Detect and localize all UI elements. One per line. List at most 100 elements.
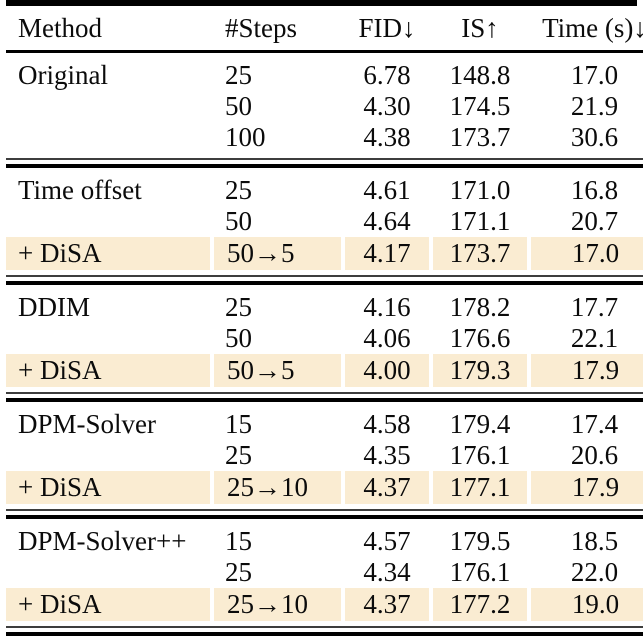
table-row: 100 4.38 173.7 30.6 [6, 122, 643, 153]
table-row-disa-highlight: + DiSA 25→10 4.37 177.2 19.0 [6, 588, 643, 621]
double-rule [6, 158, 643, 168]
double-rule [6, 509, 643, 519]
cell-ddim-r2-c0: + DiSA [6, 354, 212, 387]
double-rule [6, 275, 643, 285]
table-row-disa-highlight: + DiSA 25→10 4.37 177.1 17.9 [6, 471, 643, 504]
cell-dpm-solver-r0-c2: 4.58 [363, 409, 411, 439]
cell-dpm-solver-pp-r2-c3: 177.2 [429, 588, 529, 621]
cell-ddim-r0-c0: DDIM [18, 292, 90, 322]
cell-ddim-r1-c3: 176.6 [449, 323, 511, 353]
header-row: Method #Steps FID↓ IS↑ Time (s)↓ [6, 6, 643, 53]
cell-dpm-solver-r0-c4: 17.4 [570, 409, 619, 439]
column-header-fid: FID↓ [343, 6, 431, 53]
cell-ddim-r1-c2: 4.06 [363, 323, 411, 353]
table-row-disa-highlight: + DiSA 50→5 4.00 179.3 17.9 [6, 354, 643, 387]
cell-time-offset-r1-c4: 20.7 [570, 206, 619, 236]
double-rule [6, 626, 643, 636]
cell-dpm-solver-r1-c3: 176.1 [449, 440, 511, 470]
cell-original-r0-c0: Original [18, 60, 108, 90]
cell-dpm-solver-r0-c3: 179.4 [449, 409, 511, 439]
cell-time-offset-r0-c0: Time offset [18, 175, 142, 205]
cell-dpm-solver-pp-r1-c0 [6, 557, 212, 588]
cell-time-offset-r2-c3: 173.7 [429, 237, 529, 270]
cell-original-r2-c3: 173.7 [449, 122, 511, 152]
cell-time-offset-r0-c4: 16.8 [570, 175, 619, 205]
cell-dpm-solver-pp-r2-c0: + DiSA [6, 588, 212, 621]
cell-dpm-solver-pp-r0-c2: 4.57 [363, 526, 411, 556]
cell-original-r1-c2: 4.30 [363, 91, 411, 121]
section-separator-row [6, 504, 643, 519]
table-row: Time offset 25 4.61 171.0 16.8 [6, 168, 643, 206]
cell-original-r0-c1: 25 [225, 60, 252, 90]
table-row: 50 4.64 171.1 20.7 [6, 206, 643, 237]
cell-ddim-r0-c1: 25 [225, 292, 252, 322]
cell-dpm-solver-pp-r1-c1: 25 [225, 557, 252, 587]
cell-dpm-solver-r2-c3: 177.1 [429, 471, 529, 504]
table-top-rule [6, 0, 637, 6]
cell-ddim-r2-c1: 50→5 [210, 354, 343, 387]
table-row: DDIM 25 4.16 178.2 17.7 [6, 285, 643, 323]
section-separator-row [6, 270, 643, 285]
cell-ddim-r1-c1: 50 [225, 323, 252, 353]
cell-original-r1-c3: 174.5 [449, 91, 511, 121]
cell-dpm-solver-pp-r1-c4: 22.0 [570, 557, 619, 587]
cell-dpm-solver-pp-r0-c0: DPM-Solver++ [18, 526, 187, 556]
table-row: 25 4.34 176.1 22.0 [6, 557, 643, 588]
cell-dpm-solver-pp-r0-c1: 15 [225, 526, 252, 556]
cell-original-r1-c4: 21.9 [570, 91, 619, 121]
cell-dpm-solver-r2-c1: 25→10 [210, 471, 343, 504]
benchmark-results-table: Method #Steps FID↓ IS↑ Time (s)↓ Original 25 6… [6, 6, 643, 636]
cell-time-offset-r0-c3: 171.0 [449, 175, 511, 205]
column-header-times: Time (s)↓ [529, 6, 643, 53]
cell-ddim-r2-c3: 179.3 [429, 354, 529, 387]
cell-time-offset-r2-c2: 4.17 [341, 237, 431, 270]
cell-time-offset-r1-c3: 171.1 [449, 206, 511, 236]
table-row: Original 25 6.78 148.8 17.0 [6, 52, 643, 92]
cell-ddim-r1-c4: 22.1 [570, 323, 619, 353]
cell-dpm-solver-pp-r1-c2: 4.34 [363, 557, 411, 587]
cell-dpm-solver-pp-r2-c1: 25→10 [210, 588, 343, 621]
cell-dpm-solver-r1-c2: 4.35 [363, 440, 411, 470]
cell-dpm-solver-pp-r2-c2: 4.37 [341, 588, 431, 621]
cell-original-r2-c2: 4.38 [363, 122, 411, 152]
cell-dpm-solver-r2-c0: + DiSA [6, 471, 212, 504]
cell-dpm-solver-pp-r1-c3: 176.1 [449, 557, 511, 587]
cell-dpm-solver-r0-c1: 15 [225, 409, 252, 439]
cell-original-r0-c2: 6.78 [363, 60, 411, 90]
section-separator-row [6, 387, 643, 402]
section-separator-row [6, 153, 643, 168]
cell-time-offset-r1-c2: 4.64 [363, 206, 411, 236]
cell-time-offset-r1-c1: 50 [225, 206, 252, 236]
cell-dpm-solver-r2-c4: 17.9 [527, 471, 643, 504]
cell-time-offset-r2-c1: 50→5 [210, 237, 343, 270]
cell-time-offset-r2-c0: + DiSA [6, 237, 212, 270]
cell-ddim-r2-c4: 17.9 [527, 354, 643, 387]
cell-dpm-solver-r0-c0: DPM-Solver [18, 409, 157, 439]
cell-ddim-r1-c0 [6, 323, 212, 354]
cell-dpm-solver-pp-r0-c3: 179.5 [449, 526, 511, 556]
cell-dpm-solver-r2-c2: 4.37 [341, 471, 431, 504]
table-row: 25 4.35 176.1 20.6 [6, 440, 643, 471]
cell-original-r1-c1: 50 [225, 91, 252, 121]
table-row: DPM-Solver 15 4.58 179.4 17.4 [6, 402, 643, 440]
cell-original-r0-c4: 17.0 [570, 60, 619, 90]
cell-original-r2-c0 [6, 122, 212, 153]
cell-original-r2-c1: 100 [225, 122, 266, 152]
cell-dpm-solver-r1-c4: 20.6 [570, 440, 619, 470]
cell-dpm-solver-r1-c0 [6, 440, 212, 471]
cell-ddim-r2-c2: 4.00 [341, 354, 431, 387]
cell-original-r0-c3: 148.8 [449, 60, 511, 90]
table-header: Method #Steps FID↓ IS↑ Time (s)↓ [6, 6, 643, 53]
cell-dpm-solver-pp-r2-c4: 19.0 [527, 588, 643, 621]
cell-ddim-r0-c2: 4.16 [363, 292, 411, 322]
cell-dpm-solver-pp-r0-c4: 18.5 [570, 526, 619, 556]
column-header-#steps: #Steps [212, 6, 343, 53]
cell-time-offset-r0-c1: 25 [225, 175, 252, 205]
cell-time-offset-r1-c0 [6, 206, 212, 237]
cell-ddim-r0-c3: 178.2 [449, 292, 511, 322]
cell-original-r2-c4: 30.6 [570, 122, 619, 152]
cell-time-offset-r2-c4: 17.0 [527, 237, 643, 270]
table-row-disa-highlight: + DiSA 50→5 4.17 173.7 17.0 [6, 237, 643, 270]
table-bottom-rule-row [6, 621, 643, 636]
